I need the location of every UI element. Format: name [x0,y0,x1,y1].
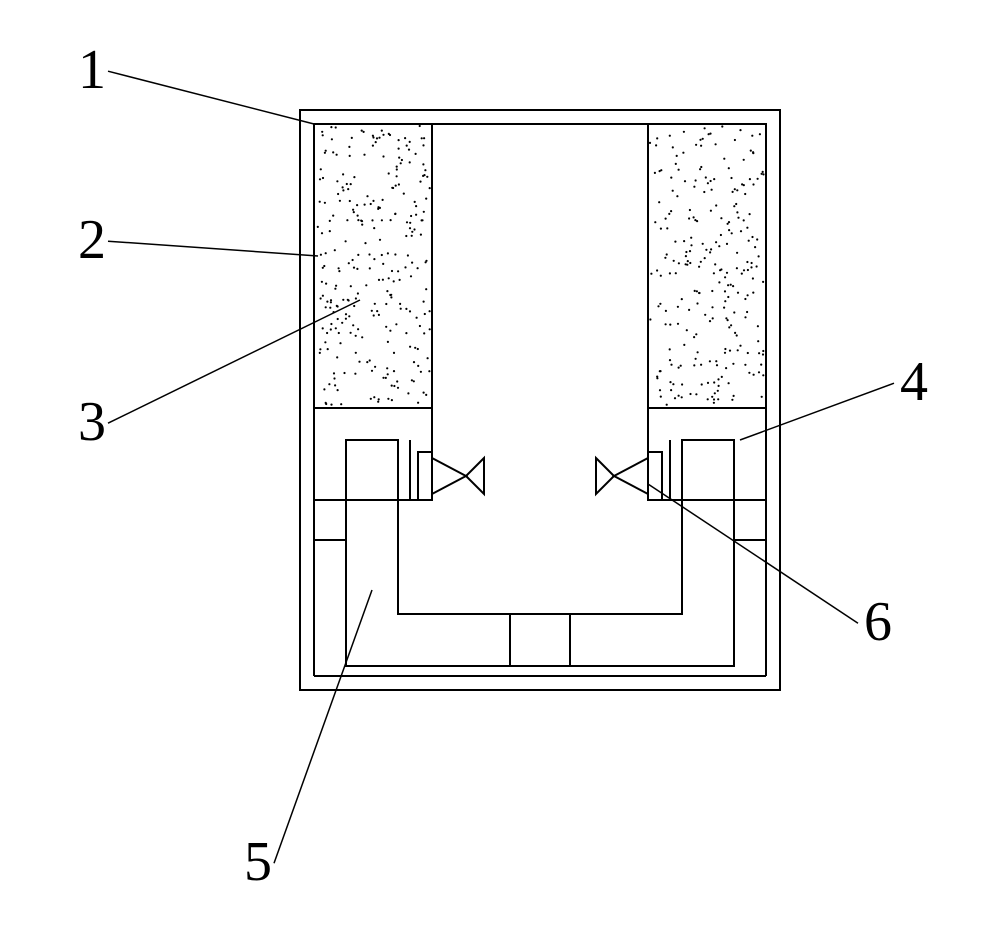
label-1: 1 [78,39,106,101]
canvas-bg [0,0,1000,947]
label-3: 3 [78,391,106,453]
label-5: 5 [244,831,272,893]
label-6: 6 [864,591,892,653]
label-2: 2 [78,209,106,271]
label-4: 4 [900,351,928,413]
